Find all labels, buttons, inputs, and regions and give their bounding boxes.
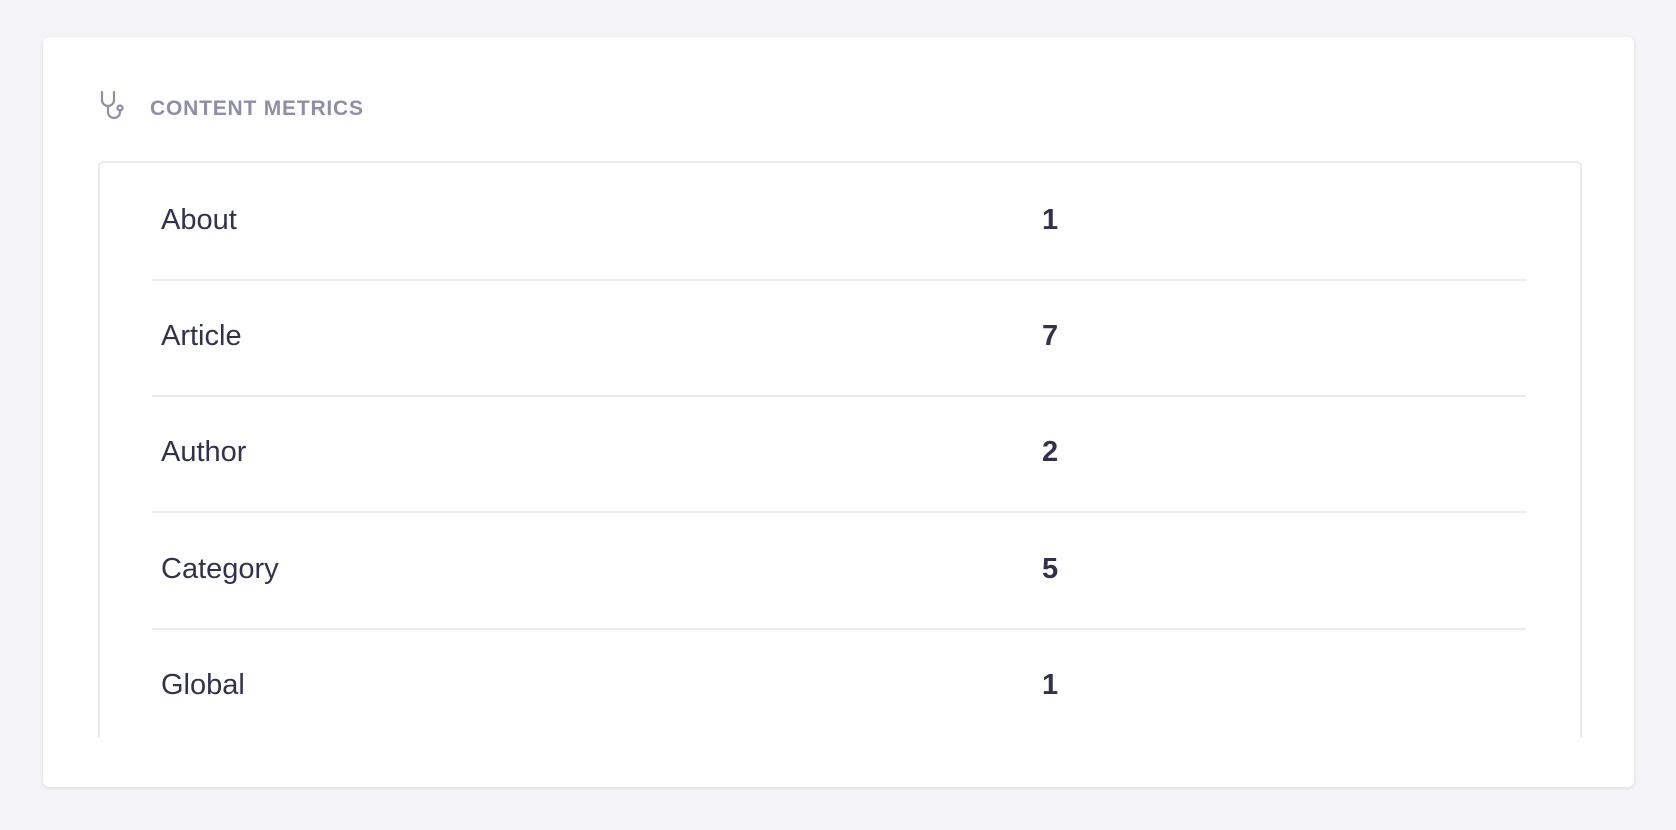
metric-count: 1 <box>1042 669 1059 701</box>
list-item: Article 7 <box>152 279 1526 397</box>
metric-count: 2 <box>1042 436 1059 468</box>
metric-label: Category <box>161 553 279 585</box>
list-item: Category 5 <box>152 512 1526 630</box>
section-title: CONTENT METRICS <box>150 96 364 120</box>
metric-label: Article <box>161 320 242 352</box>
metric-label: About <box>161 204 237 236</box>
metric-label: Author <box>161 436 247 468</box>
stethoscope-icon <box>99 89 131 128</box>
section-header: CONTENT METRICS <box>99 89 364 128</box>
list-item: Global 1 <box>152 628 1526 737</box>
list-item: Author 2 <box>152 395 1526 513</box>
metric-label: Global <box>161 669 245 701</box>
metric-count: 7 <box>1042 320 1059 352</box>
metrics-list: About 1 Article 7 Author 2 Category 5 Gl… <box>98 161 1582 737</box>
content-metrics-card: CONTENT METRICS About 1 Article 7 Author… <box>43 37 1634 787</box>
metric-count: 1 <box>1042 204 1059 236</box>
list-item: About 1 <box>152 163 1526 281</box>
metric-count: 5 <box>1042 553 1059 585</box>
